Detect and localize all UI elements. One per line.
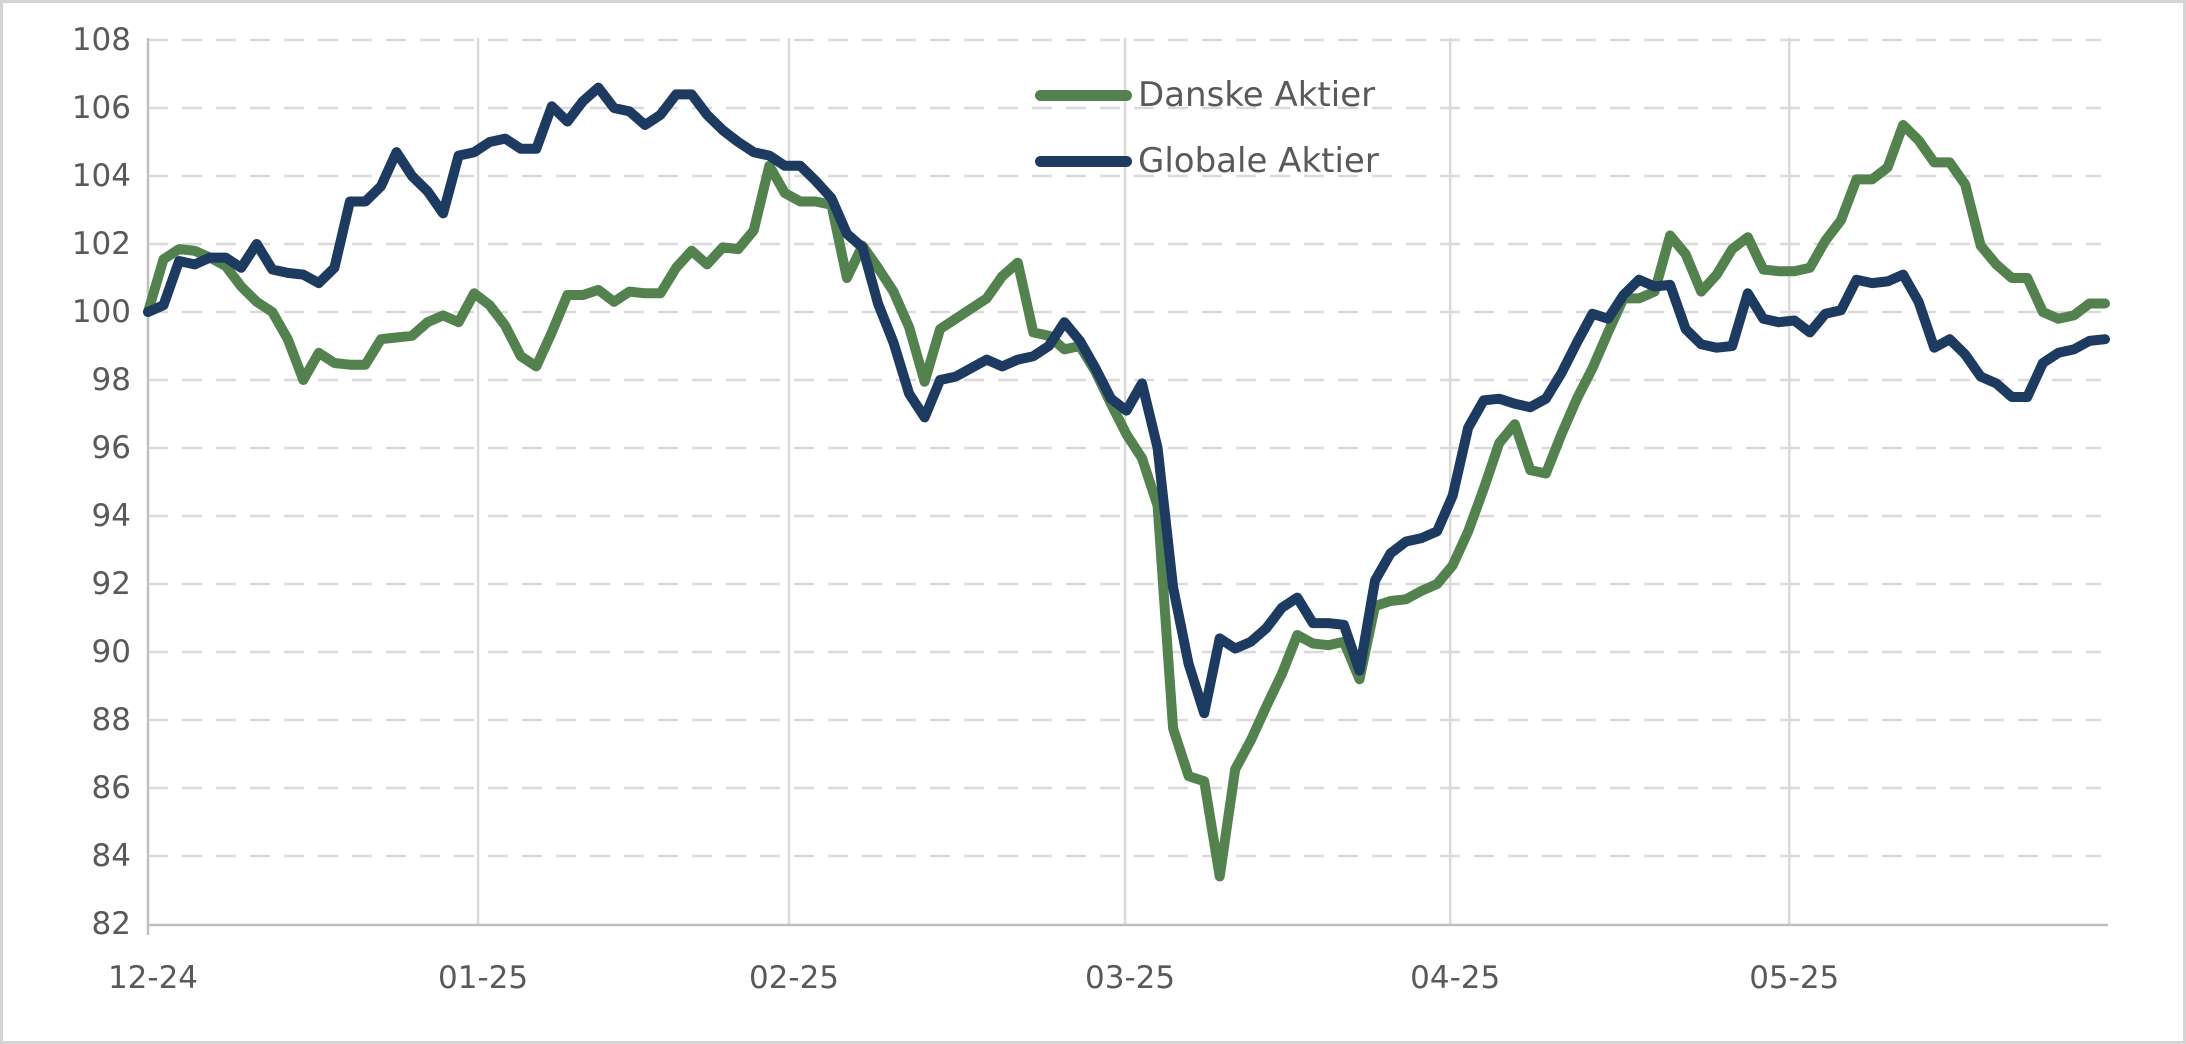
y-tick-label-102: 102 (72, 226, 131, 262)
x-tick-label-05-25: 05-25 (1749, 960, 1839, 996)
y-tick-label-108: 108 (72, 22, 131, 58)
y-tick-label-98: 98 (92, 362, 131, 398)
y-tick-label-100: 100 (72, 294, 131, 330)
y-tick-label-92: 92 (92, 566, 131, 602)
danske-aktier-line (143, 120, 2110, 882)
x-tick-label-01-25: 01-25 (438, 960, 528, 996)
y-tick-label-88: 88 (92, 702, 131, 738)
y-tick-label-82: 82 (92, 906, 131, 942)
y-tick-label-84: 84 (92, 838, 131, 874)
globale-aktier-line (143, 82, 2110, 719)
x-tick-label-03-25: 03-25 (1085, 960, 1175, 996)
chart-plot-area: 82 84 86 88 90 92 94 96 98 100 102 104 106 108 12-24 01… (72, 22, 2110, 996)
x-tick-label-12-24: 12-24 (108, 960, 198, 996)
y-tick-label-96: 96 (92, 430, 131, 466)
x-tick-label-04-25: 04-25 (1410, 960, 1500, 996)
y-tick-label-104: 104 (72, 158, 131, 194)
y-tick-label-106: 106 (72, 90, 131, 126)
y-tick-label-86: 86 (92, 770, 131, 806)
y-tick-label-90: 90 (92, 634, 131, 670)
x-tick-label-02-25: 02-25 (749, 960, 839, 996)
y-tick-label-94: 94 (92, 498, 131, 534)
